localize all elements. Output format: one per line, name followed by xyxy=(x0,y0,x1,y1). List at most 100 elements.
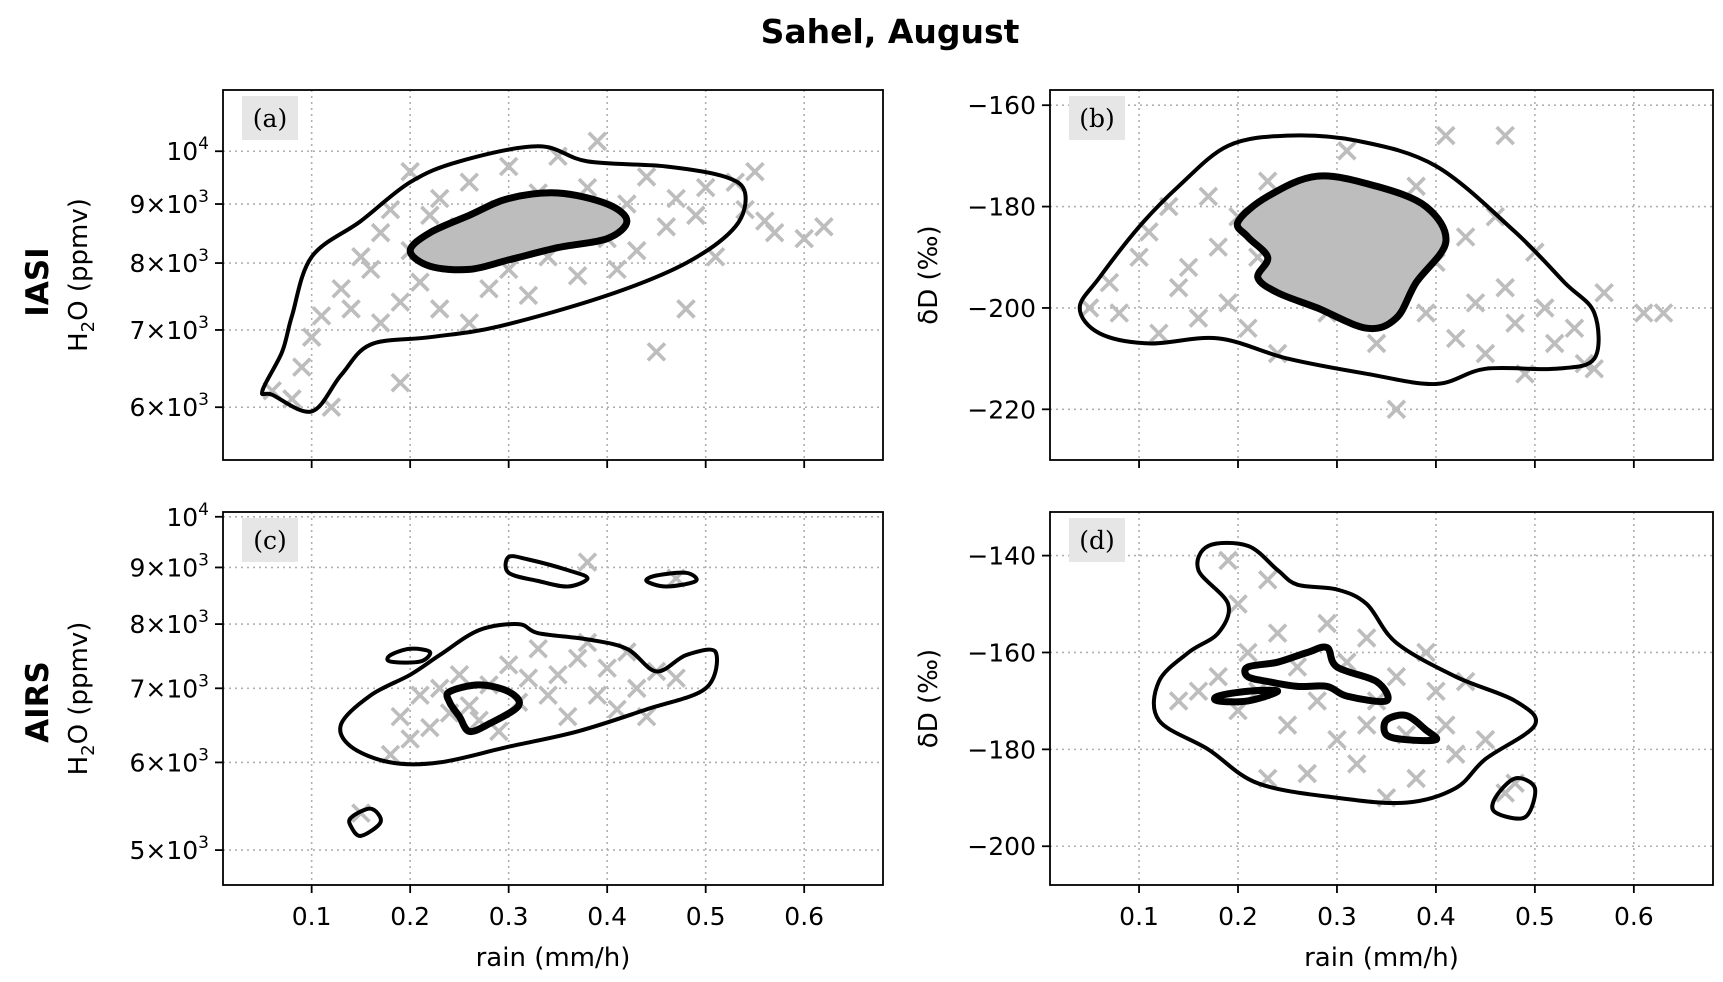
contour-outer xyxy=(385,646,433,665)
y-tick-label: −180 xyxy=(967,193,1036,222)
y-tick-label: 6×103 xyxy=(130,745,210,777)
scatter-point xyxy=(331,278,351,299)
scatter-point xyxy=(548,664,568,685)
scatter-point xyxy=(1455,227,1476,247)
scatter-point xyxy=(1406,768,1426,789)
density-contours xyxy=(1077,133,1601,387)
contour-outer xyxy=(260,144,748,414)
scatter-point xyxy=(1188,308,1209,328)
scatter-point xyxy=(1198,186,1219,207)
contour-outer xyxy=(503,554,590,589)
scatter-point xyxy=(518,285,539,306)
scatter-point xyxy=(528,638,548,659)
scatter-point xyxy=(498,655,519,675)
y-tick-label: 8×103 xyxy=(130,246,210,278)
scatter-point xyxy=(695,177,716,198)
panel-tag-box xyxy=(1069,96,1125,140)
scatter-point xyxy=(1129,247,1149,268)
y-tick-label: 9×103 xyxy=(130,550,210,582)
scatter-point xyxy=(1594,282,1614,303)
y-tick-label: −220 xyxy=(967,395,1036,424)
row-label-airs: AIRS xyxy=(20,661,56,743)
panel-tag-box xyxy=(1069,518,1125,562)
scatter-point xyxy=(1238,642,1258,663)
scatter-point xyxy=(1238,318,1258,338)
scatter-point xyxy=(1386,399,1407,420)
scatter-point xyxy=(567,648,588,669)
scatter-point xyxy=(370,222,391,243)
scatter-point xyxy=(1099,272,1120,293)
scatter-point xyxy=(1178,257,1199,278)
panel-a: 6×103 7×103 8×103 9×103 104 H2O (ppmv) (a) xyxy=(64,89,884,468)
scatter-point xyxy=(1257,171,1278,192)
x-tick-label: 0.5 xyxy=(686,902,726,931)
contour-inner xyxy=(406,189,631,274)
scatter-point xyxy=(1149,323,1169,344)
x-tick-label: 0.4 xyxy=(1416,902,1456,931)
scatter-point xyxy=(498,156,519,177)
scatter-point xyxy=(429,188,450,209)
scatter-point xyxy=(1495,277,1515,298)
y-tick-label: 6×103 xyxy=(130,390,210,422)
panel-tag-label: (d) xyxy=(1079,526,1115,555)
scatter-point xyxy=(1257,570,1278,590)
contour-outer xyxy=(347,806,383,838)
scatter-point xyxy=(1307,691,1327,711)
scatter-point xyxy=(666,668,686,688)
scatter-point xyxy=(1366,333,1387,354)
contour-inner xyxy=(1211,686,1282,706)
scatter-point xyxy=(1346,754,1367,774)
scatter-point xyxy=(1475,729,1496,750)
axes-frame xyxy=(1049,89,1714,461)
scatter-point xyxy=(1337,141,1357,161)
y-tick-label: 7×103 xyxy=(130,671,210,703)
figure-title: Sahel, August xyxy=(761,12,1020,51)
y-ticks: 5×103 6×103 7×103 8×103 9×103 104 xyxy=(130,500,223,865)
scatter-point xyxy=(1653,303,1674,323)
x-tick-label: 0.3 xyxy=(1317,902,1357,931)
x-tick-label: 0.2 xyxy=(390,902,430,931)
density-contours xyxy=(260,144,748,414)
scatter-point xyxy=(459,313,480,333)
scatter-point xyxy=(1218,550,1238,571)
scatter-point xyxy=(607,259,627,280)
x-tick-label: 0.5 xyxy=(1515,902,1555,931)
y-axis-label: H2O (ppmv) xyxy=(64,198,99,352)
x-ticks xyxy=(310,460,806,468)
scatter-point xyxy=(577,552,598,572)
y-tick-label: −160 xyxy=(967,638,1036,667)
x-axis-label: rain (mm/h) xyxy=(476,943,631,973)
x-axis-label: rain (mm/h) xyxy=(1304,943,1459,973)
scatter-point xyxy=(1327,729,1347,750)
x-tick-label: 0.3 xyxy=(489,902,529,931)
scatter-point xyxy=(489,721,509,742)
panel-tag-box xyxy=(242,518,298,562)
scatter-point xyxy=(311,306,332,326)
scatter-point xyxy=(666,188,686,209)
scatter-points xyxy=(1168,550,1525,808)
scatter-point xyxy=(449,664,470,685)
scatter-point xyxy=(390,292,411,312)
scatter-point xyxy=(1495,125,1515,146)
y-tick-label: 104 xyxy=(166,500,209,532)
scatter-point xyxy=(538,685,558,705)
scatter-point xyxy=(380,199,401,220)
scatter-point xyxy=(1564,318,1585,338)
y-tick-label: 104 xyxy=(166,134,209,166)
scatter-point xyxy=(301,327,322,347)
scatter-point xyxy=(1544,333,1565,354)
row-label-iasi: IASI xyxy=(20,247,56,316)
scatter-point xyxy=(587,685,608,705)
panel-b: −220 −200 −180 −160 δD (‰) (b) xyxy=(914,89,1714,468)
panel-tag: (d) xyxy=(1069,518,1125,562)
scatter-point xyxy=(1436,715,1456,735)
scatter-point xyxy=(764,222,785,243)
panel-tag-label: (b) xyxy=(1079,104,1115,133)
contour-outer xyxy=(644,570,699,589)
scatter-point xyxy=(1208,237,1228,257)
scatter-point xyxy=(705,247,726,267)
x-tick-label: 0.4 xyxy=(587,902,627,931)
y-tick-label: −160 xyxy=(967,91,1036,120)
panel-tag-label: (a) xyxy=(253,104,287,133)
